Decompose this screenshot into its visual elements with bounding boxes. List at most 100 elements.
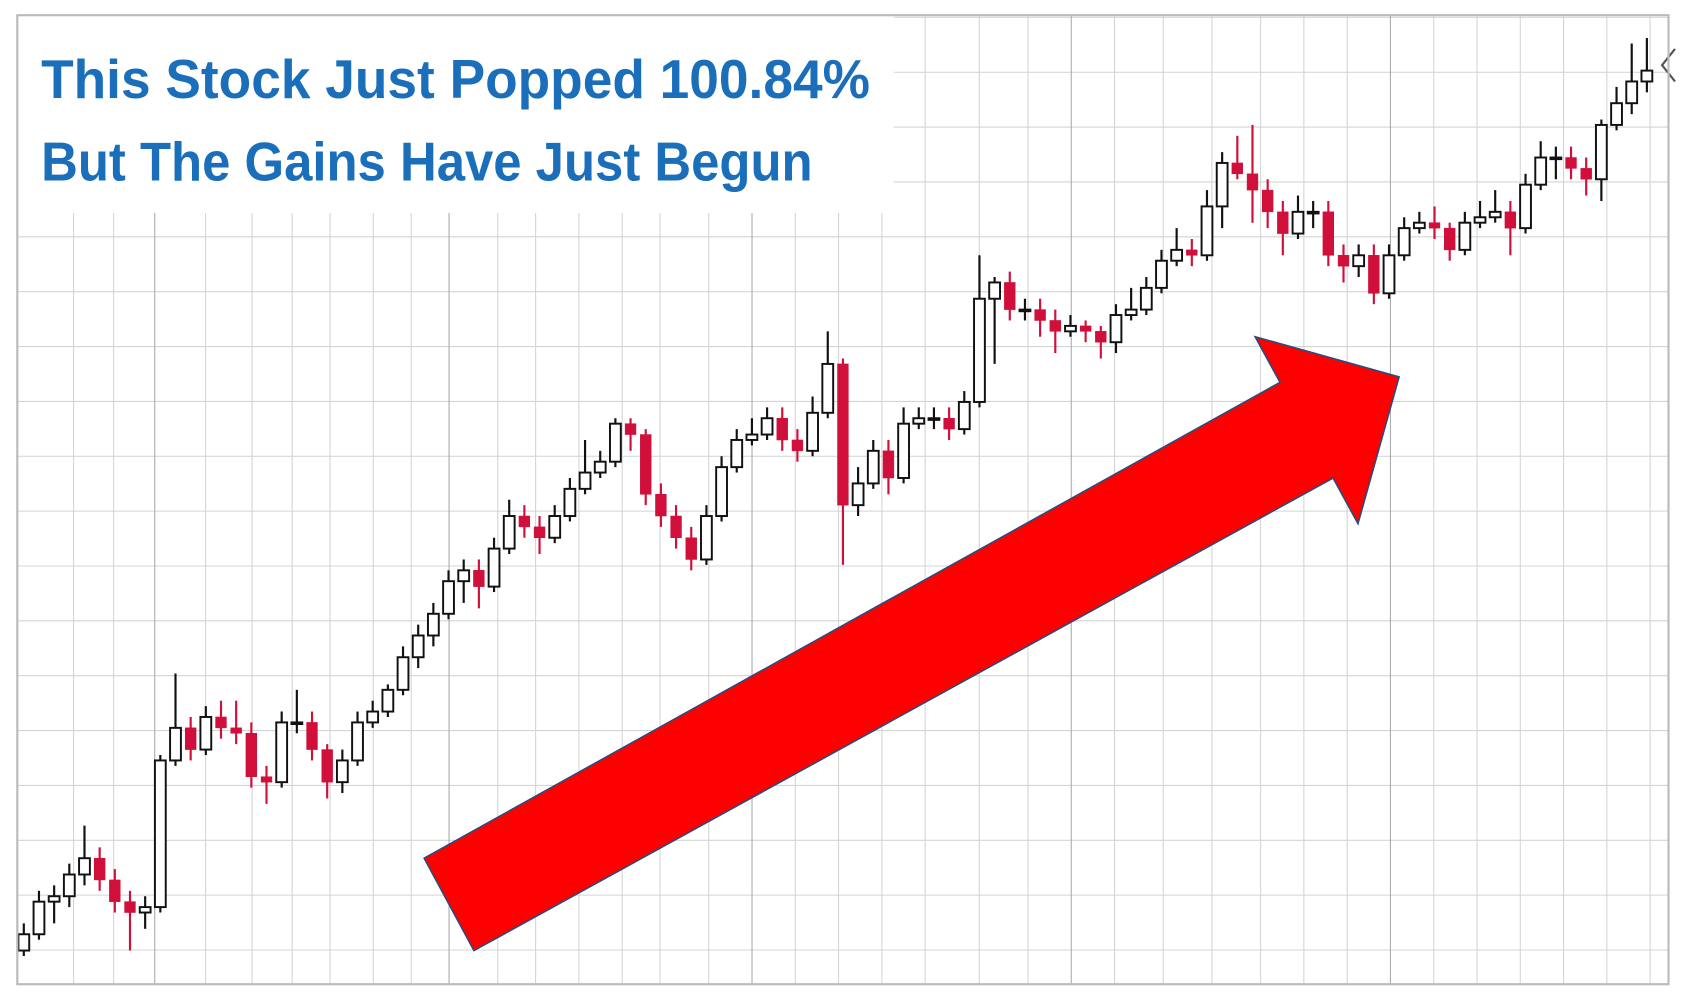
candle-body [109, 879, 121, 902]
candle-body [730, 438, 744, 469]
candle-body [473, 570, 485, 587]
candle-body [957, 400, 971, 431]
candle-body [791, 439, 804, 452]
candle-body [912, 417, 926, 425]
candle-body [882, 450, 895, 479]
candle-body [533, 526, 546, 539]
candle-body [927, 417, 941, 421]
candle-body [215, 716, 227, 729]
candles [17, 38, 1654, 956]
candle-body [1139, 286, 1153, 311]
candle-body [1200, 205, 1214, 257]
candle-body [426, 612, 440, 637]
candle-body [138, 906, 152, 914]
candle-body [78, 857, 91, 876]
candle-body [199, 716, 213, 751]
candle-body [670, 515, 682, 539]
title-line: This Stock Just Popped 100.84% [41, 50, 870, 110]
candle-body [624, 423, 637, 435]
candle-body [640, 434, 652, 495]
candle-body [1004, 282, 1016, 310]
candle-body [1291, 210, 1305, 235]
scroll-marker [1660, 48, 1676, 83]
candle-body [1368, 255, 1380, 294]
candle-body [184, 727, 197, 750]
candle-body [351, 721, 364, 762]
candle-body [1458, 221, 1472, 251]
candle-body [776, 417, 788, 441]
candle-body [169, 726, 182, 762]
candle-body [1534, 156, 1548, 186]
candle-body [1382, 254, 1396, 295]
candle-body [715, 466, 728, 517]
candle-body [1215, 161, 1229, 208]
candle-body [93, 857, 106, 881]
candle-body [1337, 255, 1350, 267]
candle-body [366, 710, 380, 724]
candle-body [1109, 314, 1123, 344]
candle-body [335, 759, 349, 784]
candle-body [457, 569, 471, 583]
candle-body [685, 537, 697, 560]
candle-body [1095, 331, 1107, 343]
candle-body [1034, 309, 1046, 321]
candle-body [396, 656, 410, 691]
candle-body [32, 900, 46, 936]
candle-body [381, 688, 395, 713]
candle-body [1306, 210, 1320, 215]
candle-body [1473, 216, 1487, 224]
candle-body [1610, 102, 1623, 126]
candle-body [1594, 123, 1608, 181]
candle-body [1519, 183, 1532, 230]
candle-body [1565, 157, 1577, 169]
candle-body [1155, 259, 1168, 289]
candle-body [866, 449, 880, 485]
candle-body [837, 363, 849, 506]
title-box [17, 15, 894, 213]
candle-body [124, 901, 136, 913]
candle-body [1322, 211, 1335, 256]
candle-body [1504, 211, 1517, 229]
candle-body [1064, 324, 1077, 333]
candle-body [1412, 221, 1426, 230]
candle-body [1261, 189, 1274, 213]
candle-body [988, 281, 1002, 300]
candle-body [1580, 168, 1592, 180]
candle-body [1488, 210, 1502, 219]
candle-body [411, 634, 425, 659]
candle-body [806, 411, 819, 452]
candle-body [245, 733, 258, 778]
candle-body [897, 422, 910, 479]
candle-body [306, 722, 318, 750]
candle-body [745, 433, 759, 441]
candle-body [442, 580, 455, 615]
candle-body [943, 417, 955, 430]
candle-body [17, 933, 31, 952]
candle-body [1444, 227, 1456, 251]
candle-body [1186, 249, 1198, 256]
candle-body [487, 547, 501, 588]
candle-body [321, 749, 333, 783]
candle-body [260, 776, 273, 783]
candle-body [502, 515, 516, 550]
candle-body [563, 487, 577, 517]
candle-body [851, 482, 865, 507]
candle-body [1079, 325, 1092, 332]
candle-body [1018, 308, 1032, 313]
trend-arrow [423, 335, 1401, 952]
frame [16, 14, 1670, 986]
candle-body [1625, 80, 1639, 105]
candle-body [62, 873, 76, 898]
candle-body [548, 515, 562, 539]
candle-body [1640, 69, 1654, 83]
candle-body [973, 297, 986, 403]
candle-body [1428, 222, 1441, 229]
candle-body [1246, 173, 1259, 191]
candle-body [578, 471, 592, 490]
candle-body [593, 460, 607, 474]
candle-body [290, 721, 304, 726]
candle-body [655, 494, 667, 517]
candle-body [700, 515, 713, 561]
